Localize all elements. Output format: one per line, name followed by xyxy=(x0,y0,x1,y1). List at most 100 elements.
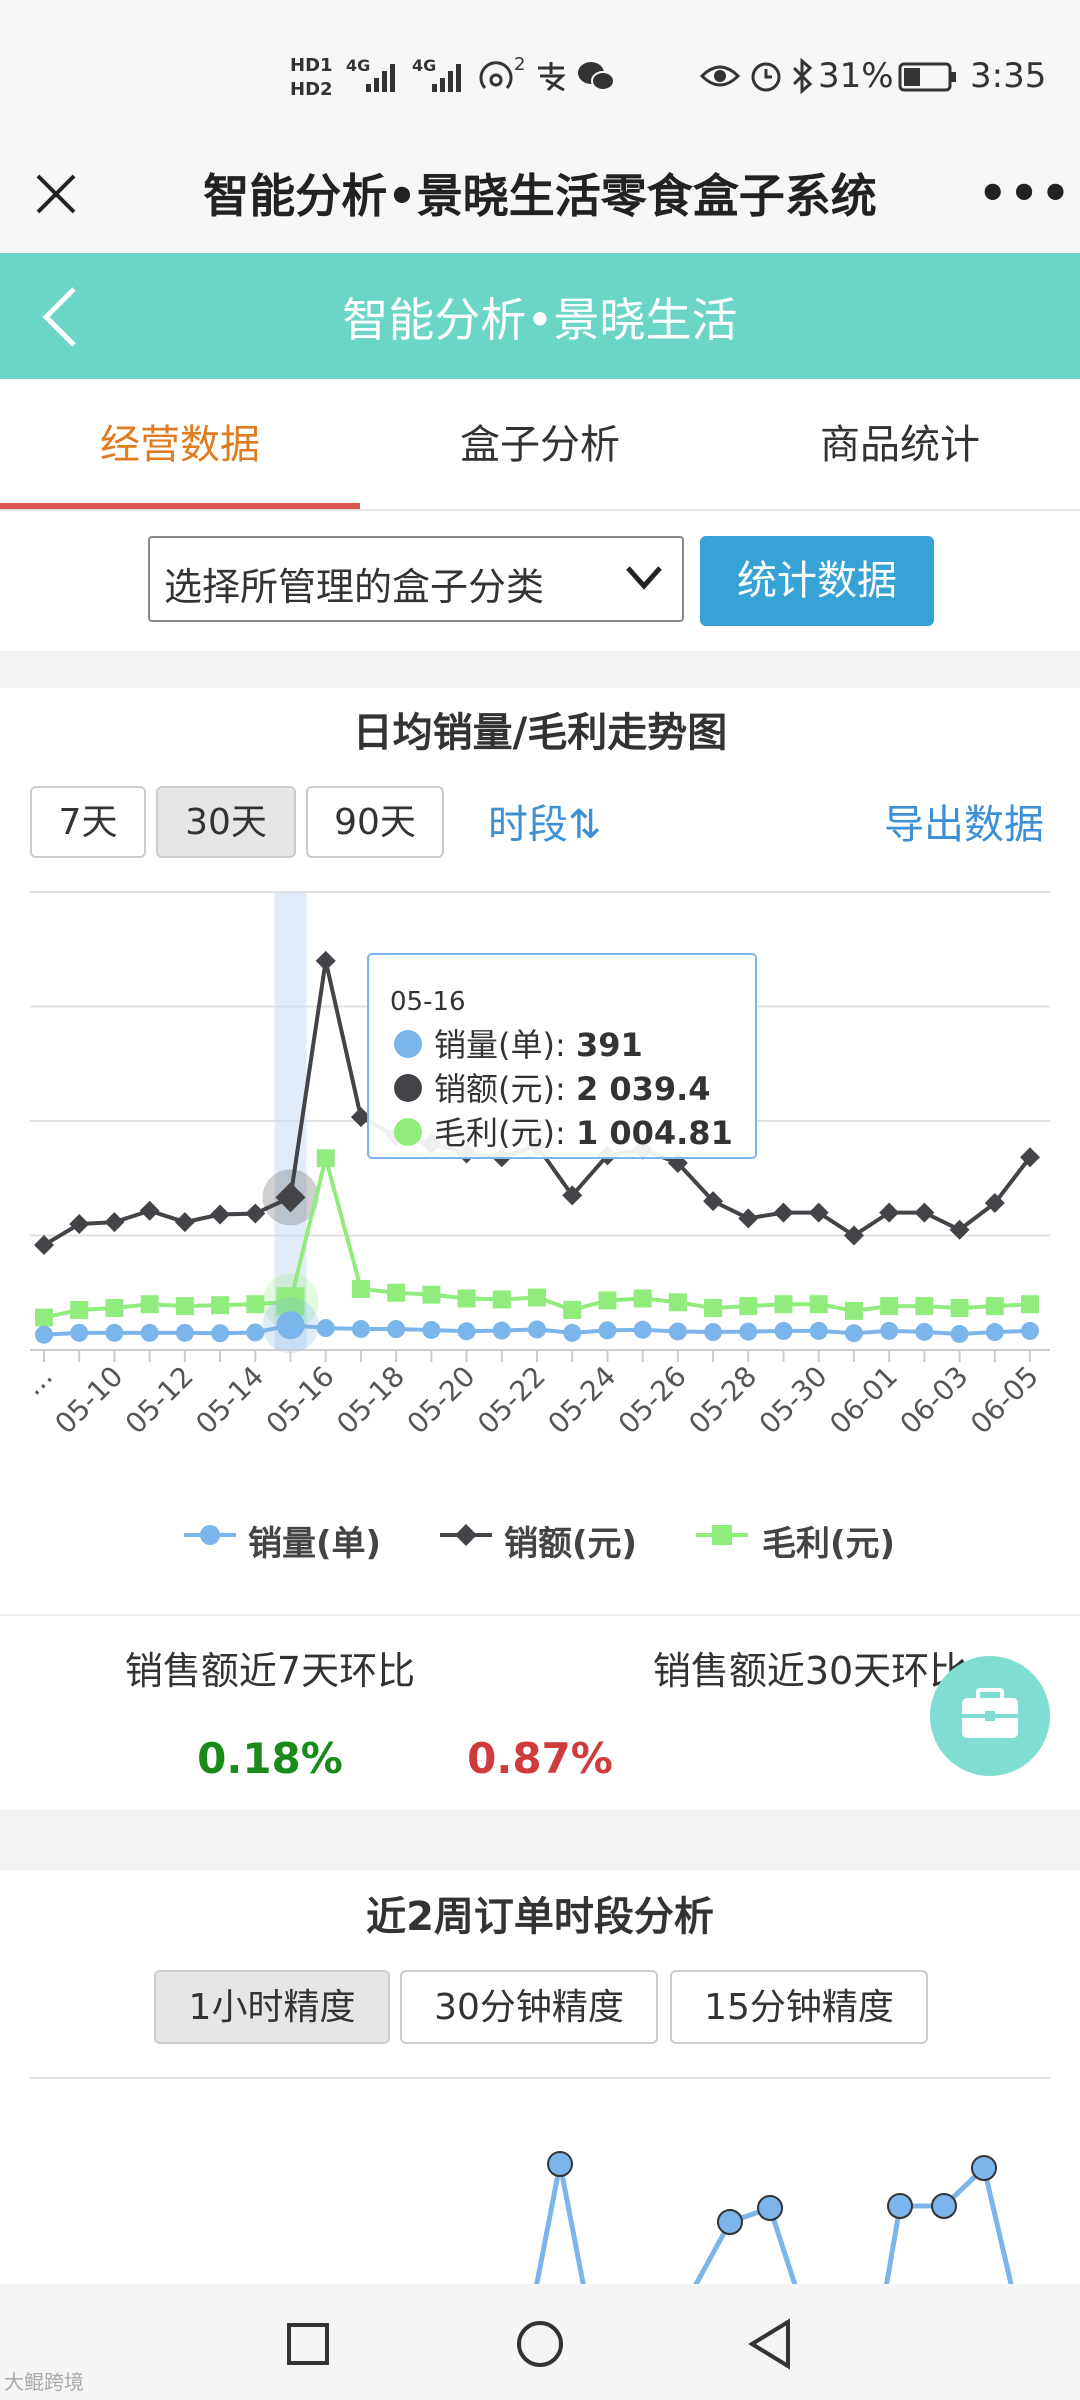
series-point xyxy=(316,1319,335,1338)
series-point xyxy=(880,1297,899,1316)
tooltip-row-sales: 销量(单): 391 xyxy=(434,1026,643,1064)
tooltip-row-profit: 毛利(元): 1 004.81 xyxy=(434,1114,733,1152)
more-menu-icon[interactable]: ••• xyxy=(978,166,1073,220)
series-point xyxy=(984,1193,1005,1214)
series-point xyxy=(1021,1321,1039,1340)
x-axis: ...05-1005-1205-1405-1605-1805-2005-2205… xyxy=(17,1349,1050,1441)
series-point xyxy=(808,1202,829,1223)
legend-sales[interactable]: 销量(单) xyxy=(248,1524,382,1564)
legend-marker-amount xyxy=(440,1524,492,1546)
legend-amount[interactable]: 销额(元) xyxy=(504,1524,638,1564)
range-90d-button[interactable]: 90天 xyxy=(306,786,444,858)
x-tick-label: 05-28 xyxy=(682,1360,763,1441)
eye-icon xyxy=(700,65,740,87)
net1-label: 4G xyxy=(346,56,371,75)
series-point xyxy=(704,1323,723,1342)
series-point xyxy=(245,1203,266,1224)
series-point xyxy=(210,1204,231,1225)
order-period-chart xyxy=(30,2077,1050,2290)
series-point xyxy=(738,1208,759,1229)
series-point xyxy=(351,1279,370,1298)
series-point xyxy=(774,1321,793,1340)
chart2-point xyxy=(931,2193,957,2219)
recent-apps-icon[interactable] xyxy=(286,2322,330,2366)
precision-1h-button[interactable]: 1小时精度 xyxy=(154,1970,390,2044)
battery-percent: 31% xyxy=(818,56,894,96)
series-point xyxy=(211,1324,230,1343)
stat-data-button[interactable]: 统计数据 xyxy=(700,536,934,626)
series-point xyxy=(174,1212,195,1233)
series-point xyxy=(915,1297,934,1316)
range-30d-button[interactable]: 30天 xyxy=(156,786,296,858)
ratio-30d-label: 销售额近30天环比 xyxy=(652,1649,968,1693)
series-point xyxy=(985,1297,1004,1316)
series-point xyxy=(350,1107,371,1128)
chart-series xyxy=(34,950,1040,1354)
x-tick-label: 05-12 xyxy=(119,1360,200,1441)
top-bar xyxy=(0,150,1080,253)
box-category-select[interactable] xyxy=(148,536,684,622)
export-data-link[interactable]: 导出数据 xyxy=(884,802,1044,848)
series-point xyxy=(315,950,336,971)
back-icon[interactable] xyxy=(40,285,80,349)
tab-business-data[interactable]: 经营数据 xyxy=(100,422,260,468)
series-point xyxy=(246,1323,265,1342)
page-header xyxy=(0,253,1080,379)
ratio-7d-value: 0.18% xyxy=(197,1734,343,1783)
chart2-point xyxy=(547,2151,573,2177)
series-point xyxy=(139,1200,160,1221)
series-point xyxy=(950,1324,969,1343)
hd1-label: HD1 xyxy=(290,55,333,76)
chevron-down-icon xyxy=(626,566,662,590)
legend-marker-sales xyxy=(184,1525,236,1545)
x-tick-label: ... xyxy=(17,1360,59,1402)
precision-30m-button[interactable]: 30分钟精度 xyxy=(400,1970,658,2044)
series-point xyxy=(70,1323,89,1342)
tooltip-value-sales: 391 xyxy=(576,1026,643,1064)
precision-15m-button[interactable]: 15分钟精度 xyxy=(670,1970,928,2044)
series-point xyxy=(70,1300,89,1319)
signal-icon-2 xyxy=(432,64,461,92)
legend-profit[interactable]: 毛利(元) xyxy=(762,1524,896,1564)
series-point xyxy=(773,1202,794,1223)
x-tick-label: 05-22 xyxy=(471,1360,552,1441)
series-point xyxy=(809,1321,828,1340)
close-icon[interactable] xyxy=(34,172,78,216)
tab-box-analysis[interactable]: 盒子分析 xyxy=(460,422,620,468)
series-point xyxy=(387,1283,406,1302)
alipay-icon xyxy=(538,62,566,92)
tab-product-stats[interactable]: 商品统计 xyxy=(820,422,980,468)
series-point xyxy=(35,1325,53,1344)
series-point xyxy=(211,1296,230,1315)
chart-title: 日均销量/毛利走势图 xyxy=(352,710,728,756)
net2-label: 4G xyxy=(412,56,437,75)
x-tick-label: 05-14 xyxy=(189,1360,270,1441)
series-point xyxy=(950,1299,969,1318)
ratio-30d-value: 0.87% xyxy=(467,1734,613,1783)
x-tick-label: 05-10 xyxy=(49,1360,130,1441)
series-point xyxy=(704,1299,723,1318)
series-point xyxy=(276,1311,305,1340)
series-point xyxy=(1020,1147,1040,1168)
series-point xyxy=(387,1320,406,1339)
toolbox-fab-button[interactable] xyxy=(930,1656,1050,1776)
series-point xyxy=(316,1149,335,1168)
trend-chart[interactable]: ...05-1005-1205-1405-1605-1805-2005-2205… xyxy=(0,880,1080,1480)
series-point xyxy=(914,1202,935,1223)
x-tick-label: 05-18 xyxy=(330,1360,411,1441)
battery-icon xyxy=(898,62,956,92)
back-nav-icon[interactable] xyxy=(748,2318,792,2370)
x-tick-label: 05-30 xyxy=(753,1360,834,1441)
sim-indicator: HD1 HD2 xyxy=(290,54,333,102)
app-title: 智能分析•景晓生活零食盒子系统 xyxy=(203,169,877,223)
tooltip-label-amount: 销额(元): xyxy=(434,1070,576,1108)
range-7d-button[interactable]: 7天 xyxy=(30,786,146,858)
series-point xyxy=(915,1322,934,1341)
wechat-icon xyxy=(578,62,615,91)
home-icon[interactable] xyxy=(516,2320,564,2368)
x-tick-label: 05-26 xyxy=(612,1360,693,1441)
period-sort-link[interactable]: 时段⇅ xyxy=(488,802,602,848)
x-tick-label: 06-03 xyxy=(894,1360,975,1441)
x-tick-label: 06-01 xyxy=(823,1360,904,1441)
x-tick-label: 05-16 xyxy=(260,1360,341,1441)
